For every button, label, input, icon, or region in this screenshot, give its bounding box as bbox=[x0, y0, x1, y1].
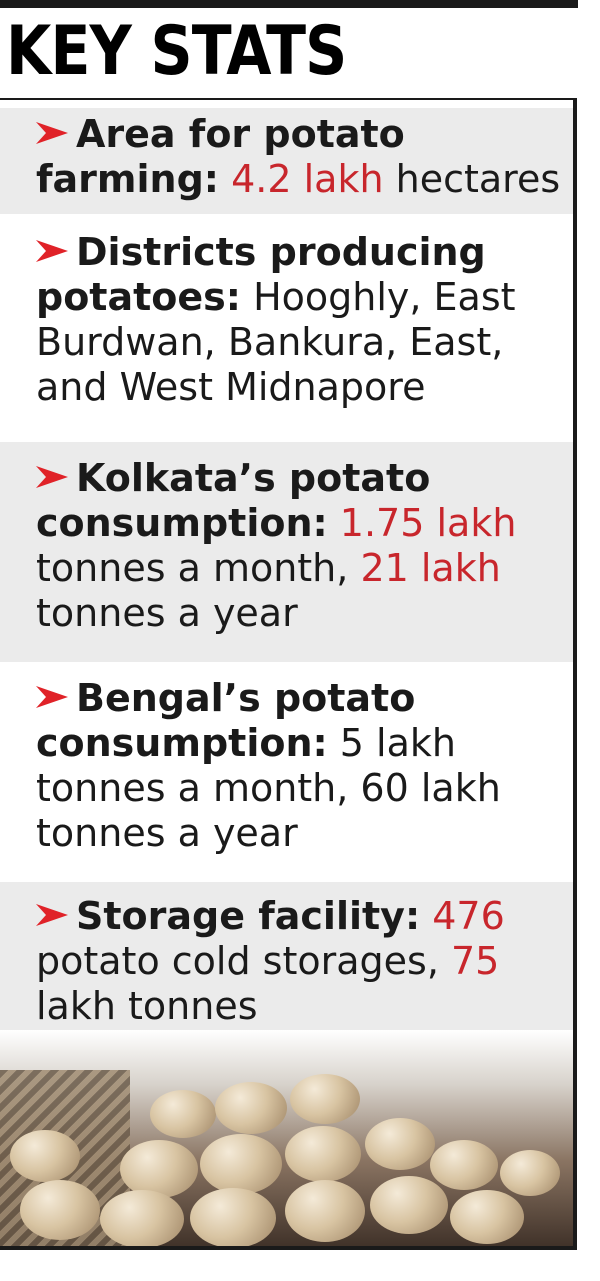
stat-kolkata: Kolkata’s potato consumption: 1.75 lakh … bbox=[0, 442, 573, 662]
stat-label: Districts producing potatoes: bbox=[36, 230, 486, 319]
stat-districts: Districts producing potatoes: Hooghly, E… bbox=[0, 214, 573, 442]
stat-text: lakh tonnes bbox=[36, 984, 258, 1028]
arrow-icon bbox=[36, 903, 68, 926]
stat-text: 5 lakh tonnes a month, 60 lakh tonnes a … bbox=[36, 721, 501, 855]
arrow-icon bbox=[36, 465, 68, 488]
stat-text bbox=[420, 894, 432, 938]
stat-text: Hooghly, East Burdwan, Bankura, East, an… bbox=[36, 275, 516, 409]
stat-label: Kolkata’s potato consumption: bbox=[36, 456, 431, 545]
potatoes-photo bbox=[0, 1030, 573, 1246]
stat-text: tonnes a year bbox=[36, 591, 298, 635]
stat-storage: Storage facility: 476 potato cold storag… bbox=[0, 882, 573, 1032]
stat-area: Area for potato farming: 4.2 lakh hectar… bbox=[0, 108, 573, 214]
stat-bengal: Bengal’s potato consumption: 5 lakh tonn… bbox=[0, 662, 573, 882]
stat-label: Bengal’s potato consumption: bbox=[36, 676, 416, 765]
stat-label: Area for potato farming: bbox=[36, 112, 405, 201]
arrow-icon bbox=[36, 239, 68, 262]
stat-value: 21 lakh bbox=[360, 546, 501, 590]
arrow-icon bbox=[36, 121, 68, 144]
top-rule bbox=[0, 0, 578, 8]
stat-label: Storage facility: bbox=[76, 894, 421, 938]
stat-value: 75 bbox=[451, 939, 500, 983]
stat-value: 1.75 lakh bbox=[339, 501, 517, 545]
arrow-icon bbox=[36, 685, 68, 708]
page-title: KEY STATS bbox=[6, 12, 347, 91]
stat-text: potato cold storages, bbox=[36, 939, 451, 983]
stat-value: 476 bbox=[432, 894, 505, 938]
stat-text: hectares bbox=[383, 157, 561, 201]
stat-value: 4.2 lakh bbox=[231, 157, 384, 201]
stat-text bbox=[328, 501, 340, 545]
stat-text: tonnes a month, bbox=[36, 546, 361, 590]
stats-box: Area for potato farming: 4.2 lakh hectar… bbox=[0, 98, 577, 1250]
